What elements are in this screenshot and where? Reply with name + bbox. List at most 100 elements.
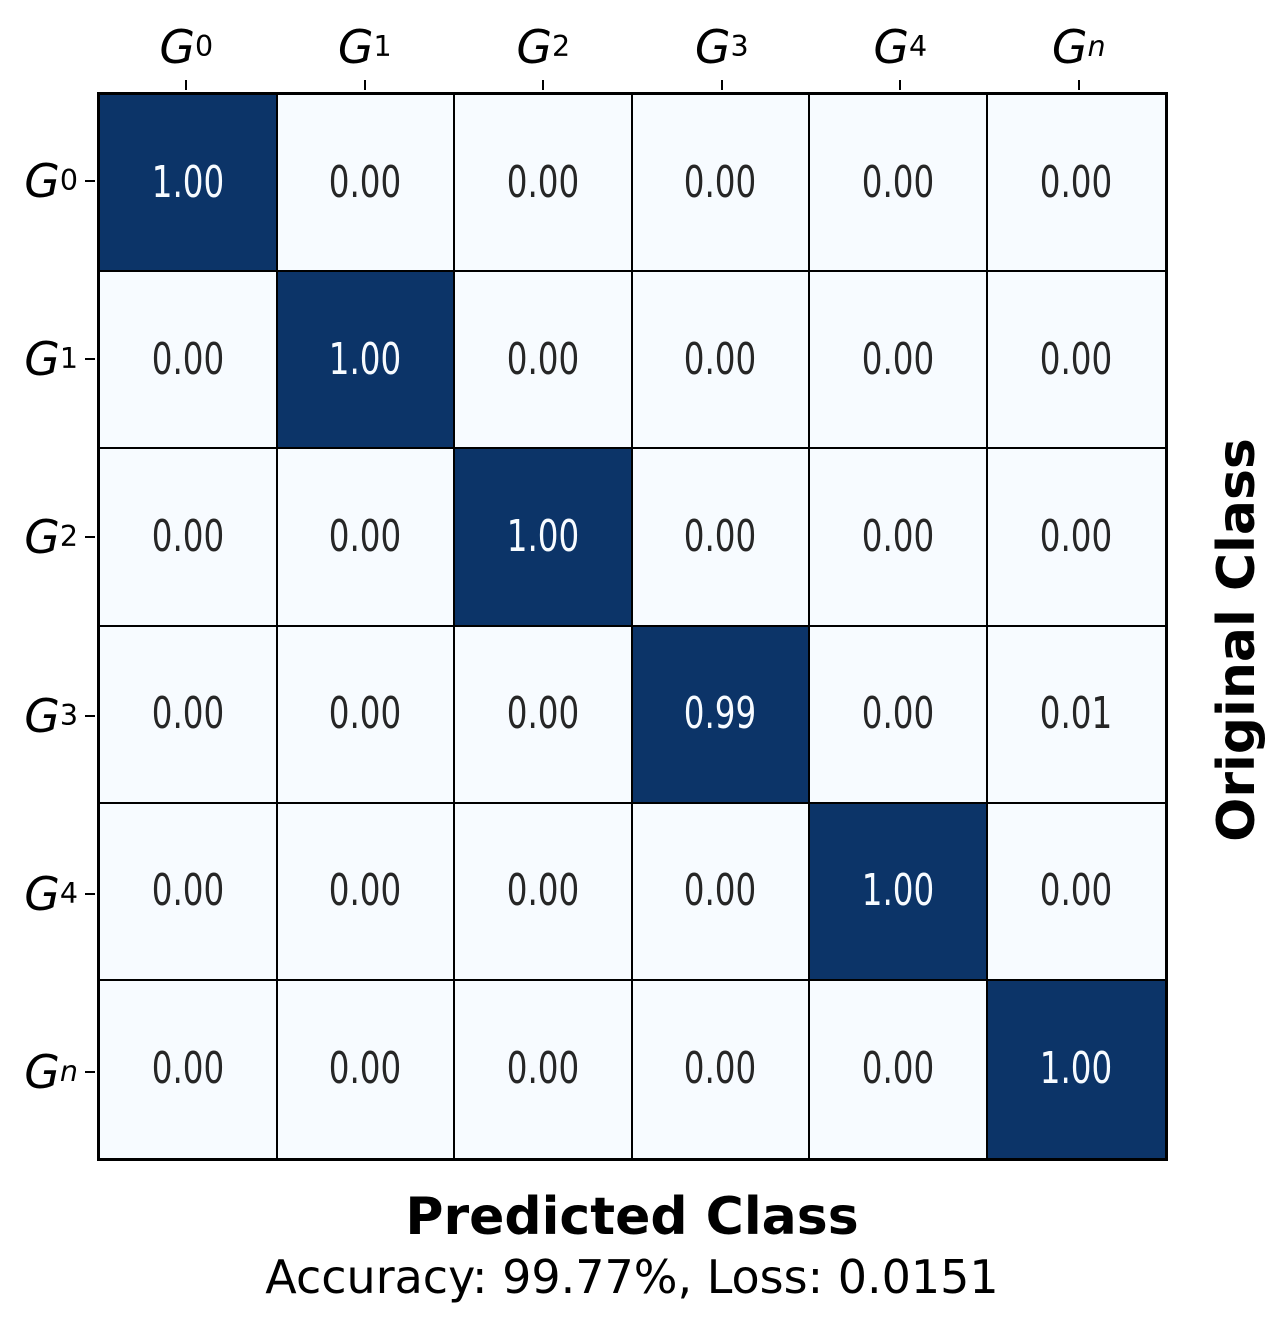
x-axis-title: Predicted Class: [405, 1187, 859, 1247]
class-label-base: G: [24, 866, 60, 921]
matrix-cell-r2c1: 0.00: [277, 449, 455, 627]
cell-value: 0.00: [861, 1043, 934, 1095]
cell-value: 1.00: [506, 510, 579, 562]
accuracy-loss-caption: Accuracy: 99.77%, Loss: 0.0151: [265, 1250, 999, 1304]
matrix-cell-r5c1: 0.00: [277, 980, 455, 1158]
cell-value: 0.00: [1040, 510, 1113, 562]
class-label-base: G: [159, 20, 195, 74]
cell-value: 1.00: [861, 865, 934, 917]
class-label-base: G: [24, 688, 60, 743]
class-label-base: G: [694, 20, 731, 74]
cell-value: 0.00: [684, 333, 757, 385]
matrix-cell-r5c4: 0.00: [810, 980, 988, 1158]
cell-value: 1.00: [1040, 1043, 1113, 1095]
matrix-cell-r0c5: 0.00: [987, 95, 1165, 273]
matrix-cell-r1c1: 1.00: [277, 272, 455, 450]
matrix-cell-r2c2: 1.00: [455, 449, 633, 627]
matrix-cell-r0c3: 0.00: [632, 95, 810, 273]
class-label-base: G: [873, 20, 909, 74]
cell-value: 0.00: [684, 510, 757, 562]
y-tick-mark: [85, 1070, 95, 1073]
matrix-cell-r4c4: 1.00: [810, 803, 988, 981]
cell-value: 0.00: [684, 156, 757, 208]
cell-value: 0.00: [329, 1043, 402, 1095]
cell-value: 0.00: [329, 688, 402, 740]
matrix-cell-r0c1: 0.00: [277, 95, 455, 273]
cell-value: 0.00: [861, 333, 934, 385]
cell-value: 0.00: [506, 1043, 579, 1095]
cell-value: 0.00: [684, 865, 757, 917]
cell-value: 0.00: [1040, 865, 1113, 917]
matrix-cell-r4c5: 0.00: [987, 803, 1165, 981]
y-tick-mark: [85, 536, 95, 539]
cell-value: 0.00: [861, 510, 934, 562]
matrix-cell-r4c1: 0.00: [277, 803, 455, 981]
y-tick-mark: [85, 714, 95, 717]
matrix-cell-r4c2: 0.00: [455, 803, 633, 981]
matrix-cell-r3c2: 0.00: [455, 626, 633, 804]
class-label-base: G: [337, 20, 374, 74]
cell-value: 0.00: [506, 688, 579, 740]
x-tick-mark: [720, 80, 723, 90]
cell-value: 0.99: [684, 688, 757, 740]
matrix-cell-r2c0: 0.00: [100, 449, 278, 627]
cell-value: 0.00: [684, 1043, 757, 1095]
matrix-cell-r5c3: 0.00: [632, 980, 810, 1158]
x-tick-mark: [363, 80, 366, 90]
matrix-cell-r1c2: 0.00: [455, 272, 633, 450]
cell-value: 0.00: [151, 510, 224, 562]
cell-value: 0.00: [151, 865, 224, 917]
cell-value: 0.00: [151, 688, 224, 740]
matrix-cell-r3c0: 0.00: [100, 626, 278, 804]
matrix-cell-r3c1: 0.00: [277, 626, 455, 804]
matrix-cell-r0c2: 0.00: [455, 95, 633, 273]
class-label-base: G: [24, 510, 60, 565]
cell-value: 0.00: [1040, 156, 1113, 208]
x-tick-mark: [542, 80, 545, 90]
y-tick-mark: [85, 358, 95, 361]
y-axis-title: Original Class: [1207, 438, 1267, 842]
matrix-cell-r0c4: 0.00: [810, 95, 988, 273]
cell-value: 0.00: [861, 688, 934, 740]
class-label-base: G: [24, 154, 60, 209]
matrix-cell-r1c4: 0.00: [810, 272, 988, 450]
class-label-base: G: [1051, 20, 1088, 74]
cell-value: 0.00: [151, 333, 224, 385]
matrix-cell-r5c2: 0.00: [455, 980, 633, 1158]
cell-value: 0.00: [329, 865, 402, 917]
matrix-cell-r2c4: 0.00: [810, 449, 988, 627]
class-label-base: G: [24, 1044, 60, 1099]
confusion-matrix-grid: 1.00 0.00 0.00 0.00 0.00 0.00 0.00 1.00 0.00 0.00…: [97, 92, 1168, 1161]
matrix-cell-r2c5: 0.00: [987, 449, 1165, 627]
matrix-cell-r0c0: 1.00: [100, 95, 278, 273]
matrix-cell-r4c3: 0.00: [632, 803, 810, 981]
matrix-cell-r4c0: 0.00: [100, 803, 278, 981]
class-label-base: G: [24, 332, 60, 387]
x-tick-mark: [899, 80, 902, 90]
x-tick-mark: [185, 80, 188, 90]
cell-value: 0.01: [1040, 688, 1113, 740]
matrix-cell-r3c4: 0.00: [810, 626, 988, 804]
matrix-cell-r1c3: 0.00: [632, 272, 810, 450]
cell-value: 0.00: [861, 156, 934, 208]
matrix-cell-r1c0: 0.00: [100, 272, 278, 450]
matrix-cell-r5c5: 1.00: [987, 980, 1165, 1158]
cell-value: 0.00: [329, 510, 402, 562]
y-tick-mark: [85, 180, 95, 183]
cell-value: 1.00: [151, 156, 224, 208]
